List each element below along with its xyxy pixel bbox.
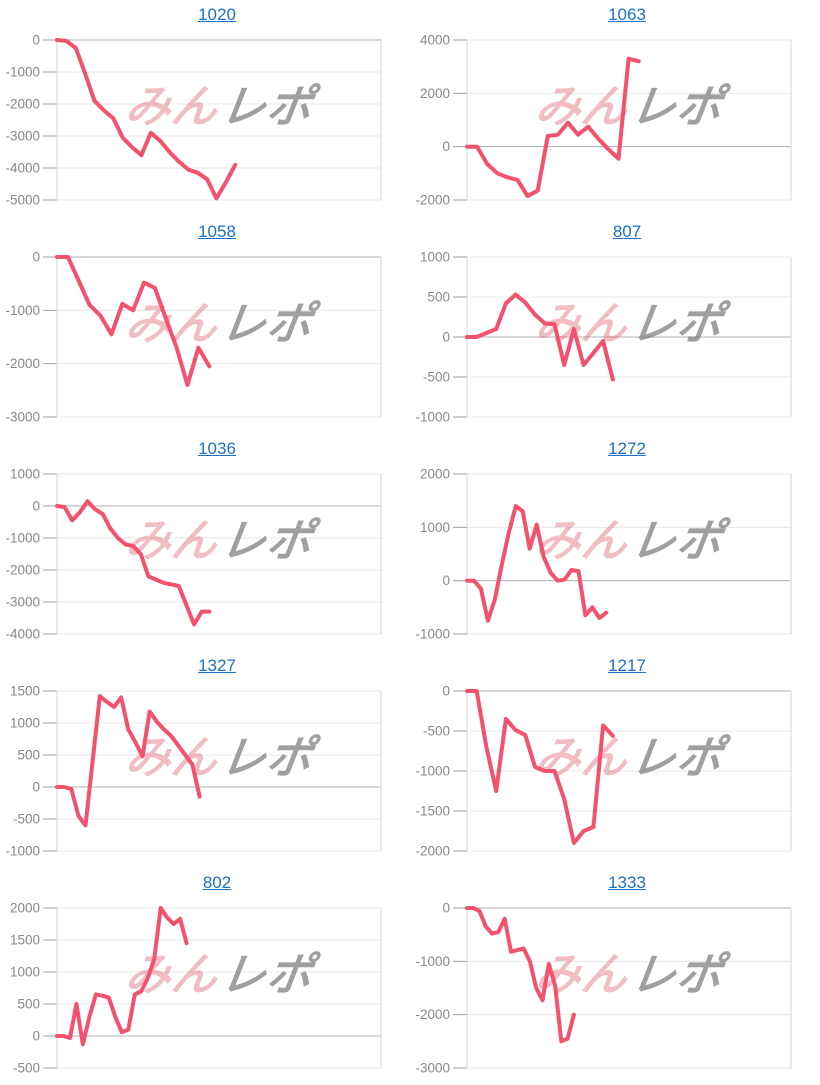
svg-text:-4000: -4000 [5, 161, 40, 176]
chart-line [55, 38, 238, 201]
svg-text:1000: 1000 [10, 716, 40, 731]
chart-cell: 1000 500 0 -500 -1000 みんレポ 807 [410, 217, 820, 434]
svg-text:0: 0 [32, 33, 40, 48]
svg-text:0: 0 [32, 250, 40, 265]
svg-text:-4000: -4000 [5, 627, 40, 642]
chart-title-link[interactable]: 1333 [608, 873, 646, 892]
chart-cell: 0 -500 -1000 -1500 -2000 みんレポ 1217 [410, 651, 820, 868]
chart-cell: 0 -1000 -2000 -3000 みんレポ 1058 [0, 217, 410, 434]
svg-text:1500: 1500 [10, 684, 40, 699]
svg-text:2000: 2000 [420, 467, 450, 482]
chart-axes: 0 -1000 -2000 -3000 [5, 250, 382, 425]
chart-axes: 0 -1000 -2000 -3000 -4000 -5000 [5, 33, 382, 208]
chart-line [55, 906, 189, 1047]
svg-text:500: 500 [17, 748, 40, 763]
svg-text:0: 0 [442, 684, 450, 699]
chart-title-link[interactable]: 1036 [198, 439, 236, 458]
chart-line [465, 504, 609, 623]
chart-cell: 0 -1000 -2000 -3000 -4000 -5000 みんレポ 1020 [0, 0, 410, 217]
svg-text:0: 0 [32, 499, 40, 514]
chart-line [55, 694, 202, 828]
svg-text:-1000: -1000 [5, 531, 40, 546]
chart-title-link[interactable]: 1020 [198, 5, 236, 24]
svg-text:1000: 1000 [10, 965, 40, 980]
svg-text:-1000: -1000 [415, 954, 450, 969]
svg-text:-3000: -3000 [5, 595, 40, 610]
svg-text:1000: 1000 [10, 467, 40, 482]
svg-text:1000: 1000 [420, 250, 450, 265]
svg-text:-500: -500 [13, 1061, 40, 1076]
svg-text:1500: 1500 [10, 933, 40, 948]
svg-text:0: 0 [442, 573, 450, 588]
chart-axes: 1000 0 -1000 -2000 -3000 -4000 [5, 467, 382, 642]
chart-axes: 2000 1000 0 -1000 [415, 467, 792, 642]
svg-text:-5000: -5000 [5, 193, 40, 208]
chart-axes: 4000 2000 0 -2000 [415, 33, 792, 208]
chart-line [465, 689, 615, 845]
chart-axes: 0 -500 -1000 -1500 -2000 [415, 684, 792, 859]
svg-text:4000: 4000 [420, 33, 450, 48]
chart-cell: 1500 1000 500 0 -500 -1000 みんレポ 1327 [0, 651, 410, 868]
chart-cell: 2000 1500 1000 500 0 -500 みんレポ 802 [0, 868, 410, 1085]
svg-text:0: 0 [442, 330, 450, 345]
svg-text:-1500: -1500 [415, 804, 450, 819]
svg-text:-1000: -1000 [5, 844, 40, 859]
svg-text:-1000: -1000 [415, 627, 450, 642]
svg-text:-1000: -1000 [415, 764, 450, 779]
chart-line [465, 292, 615, 382]
chart-title-link[interactable]: 1063 [608, 5, 646, 24]
chart-title-link[interactable]: 1058 [198, 222, 236, 241]
svg-text:0: 0 [32, 780, 40, 795]
chart-cell: 4000 2000 0 -2000 みんレポ 1063 [410, 0, 820, 217]
chart-cell: 1000 0 -1000 -2000 -3000 -4000 みんレポ 1036 [0, 434, 410, 651]
chart-cell: 0 -1000 -2000 -3000 みんレポ 1333 [410, 868, 820, 1085]
svg-text:1000: 1000 [420, 520, 450, 535]
svg-text:-2000: -2000 [415, 844, 450, 859]
svg-text:0: 0 [442, 901, 450, 916]
svg-text:-500: -500 [13, 812, 40, 827]
svg-text:-1000: -1000 [5, 65, 40, 80]
chart-line [465, 906, 576, 1044]
svg-text:2000: 2000 [10, 901, 40, 916]
svg-text:500: 500 [427, 290, 450, 305]
chart-title-link[interactable]: 1217 [608, 656, 646, 675]
chart-line [465, 56, 641, 198]
svg-text:-3000: -3000 [5, 129, 40, 144]
svg-text:-2000: -2000 [5, 97, 40, 112]
svg-text:-3000: -3000 [5, 410, 40, 425]
svg-text:-500: -500 [423, 370, 450, 385]
svg-text:-2000: -2000 [5, 563, 40, 578]
svg-text:-2000: -2000 [5, 356, 40, 371]
chart-title-link[interactable]: 807 [612, 222, 642, 241]
svg-text:0: 0 [442, 139, 450, 154]
chart-title-link[interactable]: 1272 [608, 439, 646, 458]
svg-text:-2000: -2000 [415, 193, 450, 208]
chart-title-link[interactable]: 802 [202, 873, 232, 892]
svg-text:2000: 2000 [420, 86, 450, 101]
svg-text:500: 500 [17, 997, 40, 1012]
svg-text:-3000: -3000 [415, 1061, 450, 1076]
chart-axes: 1500 1000 500 0 -500 -1000 [5, 684, 382, 859]
chart-line [55, 255, 212, 387]
svg-text:-1000: -1000 [415, 410, 450, 425]
svg-text:-2000: -2000 [415, 1007, 450, 1022]
chart-axes: 1000 500 0 -500 -1000 [415, 250, 792, 425]
svg-text:0: 0 [32, 1029, 40, 1044]
chart-axes: 0 -1000 -2000 -3000 [415, 901, 792, 1076]
svg-text:-500: -500 [423, 724, 450, 739]
svg-text:-1000: -1000 [5, 303, 40, 318]
chart-title-link[interactable]: 1327 [198, 656, 236, 675]
chart-line [55, 499, 212, 627]
chart-cell: 2000 1000 0 -1000 みんレポ 1272 [410, 434, 820, 651]
